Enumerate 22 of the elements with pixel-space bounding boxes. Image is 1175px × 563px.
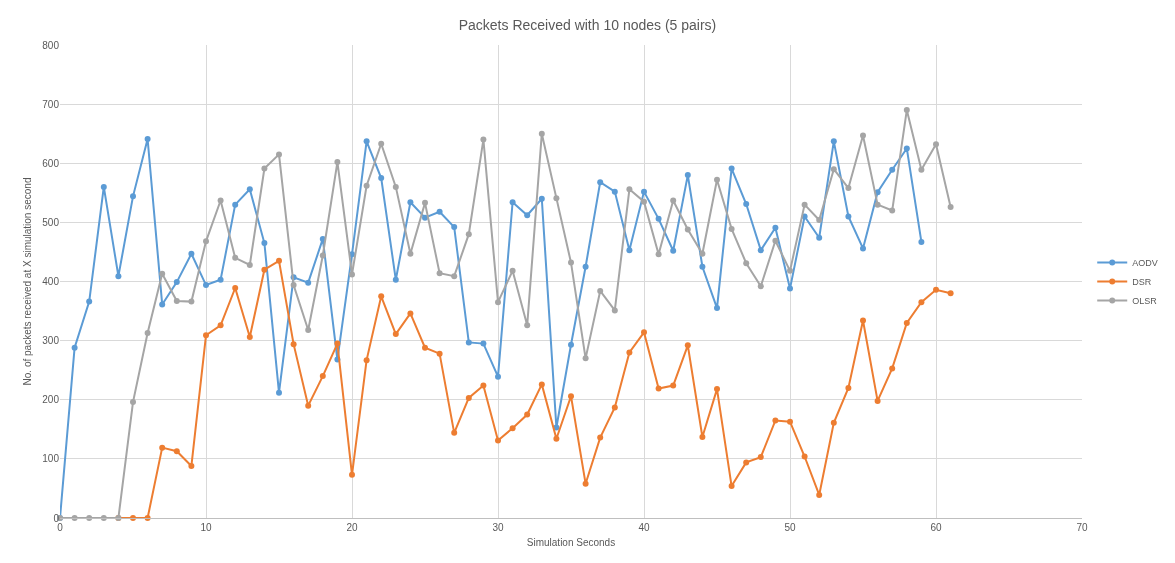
legend-label: AODV xyxy=(1132,258,1158,269)
x-axis-title: Simulation Seconds xyxy=(526,536,616,548)
y-tick-label: 500 xyxy=(42,216,60,228)
legend-label: DSR xyxy=(1132,277,1152,288)
x-tick-label: 60 xyxy=(930,522,942,533)
y-tick-label: 0 xyxy=(53,512,60,524)
y-tick-label: 700 xyxy=(42,98,60,110)
y-tick-label: 600 xyxy=(42,157,60,169)
y-tick-label: 100 xyxy=(42,453,60,465)
y-tick-label: 300 xyxy=(42,335,60,347)
x-tick-label: 20 xyxy=(346,522,358,533)
y-tick-label: 200 xyxy=(42,394,60,406)
x-tick-label: 70 xyxy=(1076,522,1088,533)
y-axis-title: No. of packets received at X simulation second xyxy=(22,177,34,386)
chart-title: Packets Received with 10 nodes (5 pairs) xyxy=(458,16,717,33)
x-tick-label: 10 xyxy=(200,522,212,533)
y-tick-label: 800 xyxy=(42,39,60,51)
y-tick-label: 400 xyxy=(42,276,60,287)
legend-label: OLSR xyxy=(1132,296,1158,307)
x-tick-label: 40 xyxy=(638,522,650,533)
x-tick-label: 30 xyxy=(492,522,504,533)
x-tick-label: 50 xyxy=(784,522,796,533)
